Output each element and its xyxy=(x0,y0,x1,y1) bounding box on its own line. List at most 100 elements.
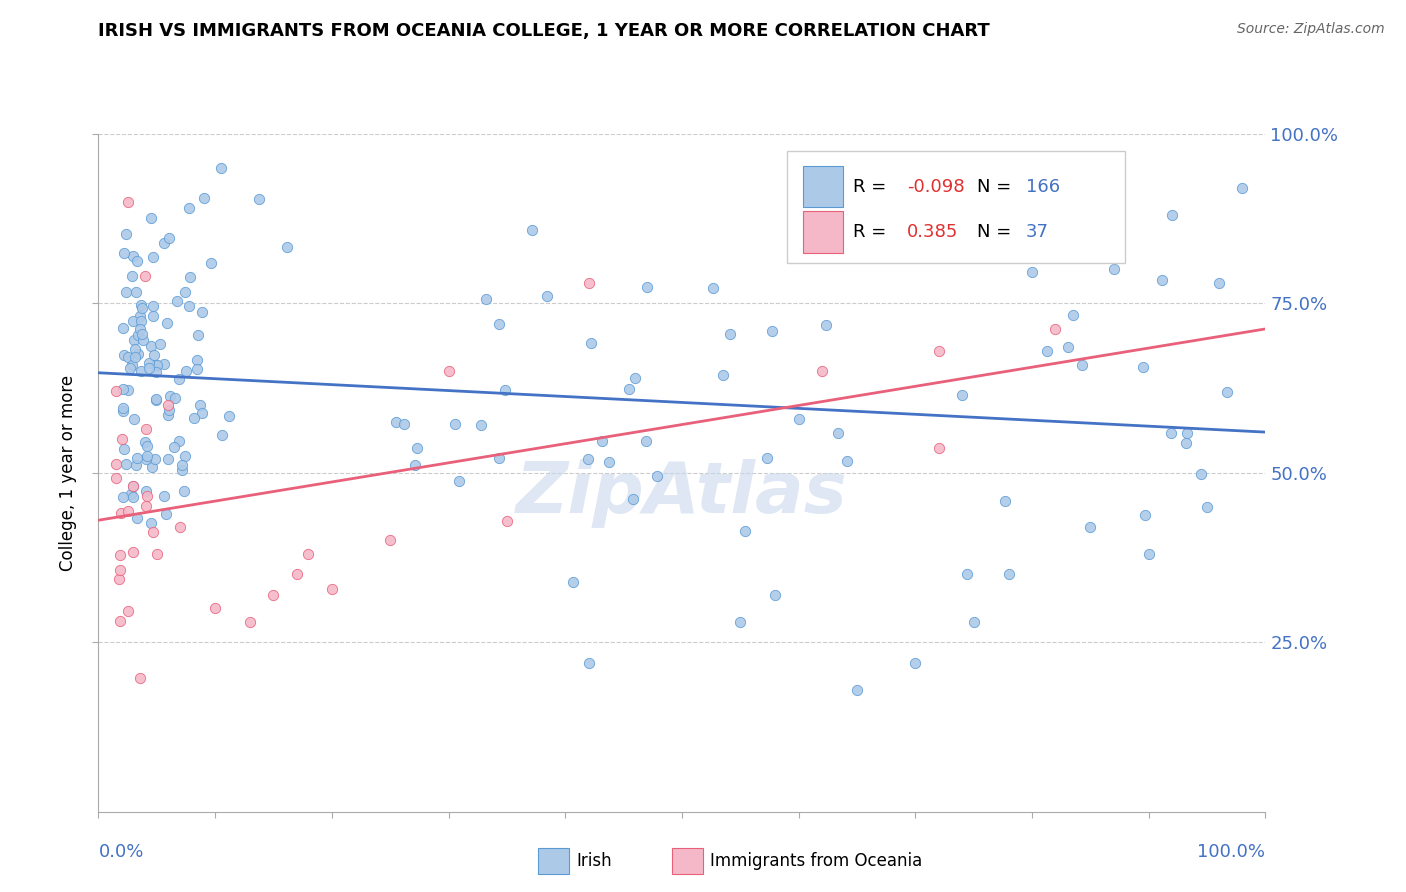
Point xyxy=(1137,547,1160,561)
Point xyxy=(645,469,668,483)
Point xyxy=(488,318,510,332)
Point xyxy=(141,460,163,475)
Point xyxy=(174,285,197,299)
Point xyxy=(132,333,155,347)
Point xyxy=(1135,508,1157,522)
Point xyxy=(153,489,176,503)
Point xyxy=(200,255,222,269)
Point xyxy=(218,409,240,423)
Point xyxy=(167,434,190,449)
Point xyxy=(121,359,143,373)
Point xyxy=(134,269,156,284)
Point xyxy=(112,321,135,335)
Point xyxy=(170,458,193,472)
Point xyxy=(1070,358,1092,372)
Point xyxy=(247,192,270,206)
Text: IRISH VS IMMIGRANTS FROM OCEANIA COLLEGE, 1 YEAR OR MORE CORRELATION CHART: IRISH VS IMMIGRANTS FROM OCEANIA COLLEGE… xyxy=(98,22,990,40)
Point xyxy=(756,450,779,465)
Point xyxy=(405,442,427,456)
Point xyxy=(170,462,193,476)
Point xyxy=(470,418,492,433)
Point xyxy=(1056,340,1078,354)
Point xyxy=(145,359,167,373)
Point xyxy=(127,254,149,268)
Point xyxy=(591,434,613,449)
Point xyxy=(187,327,209,342)
Point xyxy=(579,335,602,350)
Point xyxy=(111,490,134,504)
Point xyxy=(127,328,149,343)
Point xyxy=(188,398,211,412)
Point xyxy=(1045,322,1067,336)
Point xyxy=(111,401,134,415)
Point xyxy=(1021,265,1043,279)
Point xyxy=(165,391,187,405)
Point xyxy=(121,479,143,493)
Point xyxy=(814,318,837,333)
Point xyxy=(124,458,146,472)
Point xyxy=(149,337,172,351)
Point xyxy=(621,492,644,507)
Point xyxy=(120,486,142,500)
Point xyxy=(117,350,139,364)
Point xyxy=(637,280,659,294)
Point xyxy=(297,547,319,561)
Text: -0.098: -0.098 xyxy=(907,178,965,195)
Point xyxy=(115,457,138,471)
Point xyxy=(928,441,950,455)
Point xyxy=(111,432,134,446)
Point xyxy=(617,382,640,396)
Point xyxy=(994,493,1017,508)
Point xyxy=(598,455,620,469)
Point xyxy=(520,223,543,237)
Text: 0.385: 0.385 xyxy=(907,223,959,241)
Point xyxy=(122,479,145,493)
Point xyxy=(1189,467,1212,482)
Point xyxy=(174,449,197,463)
Point xyxy=(578,276,600,290)
Point xyxy=(950,388,973,402)
Point xyxy=(145,392,167,407)
Point xyxy=(734,524,756,538)
Point xyxy=(115,285,138,299)
Point xyxy=(437,364,460,378)
Point xyxy=(108,614,131,628)
Point xyxy=(142,250,165,264)
Point xyxy=(131,298,153,312)
Point xyxy=(112,246,135,260)
Point xyxy=(276,240,298,254)
Point xyxy=(145,365,167,379)
Point xyxy=(135,451,157,466)
Point xyxy=(139,211,162,225)
Point xyxy=(193,190,215,204)
FancyBboxPatch shape xyxy=(803,211,844,252)
Point xyxy=(129,310,152,324)
Point xyxy=(136,449,159,463)
Text: 166: 166 xyxy=(1026,178,1060,195)
Point xyxy=(494,383,516,397)
Point xyxy=(112,442,135,456)
Point xyxy=(138,356,160,370)
Point xyxy=(143,348,166,362)
Point xyxy=(117,194,139,209)
Text: 0.0%: 0.0% xyxy=(98,843,143,861)
Point xyxy=(634,434,657,448)
Text: 100.0%: 100.0% xyxy=(1198,843,1265,861)
Point xyxy=(153,236,176,251)
Text: 37: 37 xyxy=(1026,223,1049,241)
Point xyxy=(156,316,179,330)
Point xyxy=(128,671,150,685)
Point xyxy=(404,458,426,473)
Point xyxy=(167,371,190,385)
Point xyxy=(152,357,174,371)
Text: Immigrants from Oceania: Immigrants from Oceania xyxy=(710,852,922,870)
Point xyxy=(131,301,153,316)
Point xyxy=(122,545,145,559)
Point xyxy=(157,231,180,245)
Point xyxy=(169,520,191,534)
Point xyxy=(1160,426,1182,441)
Point xyxy=(177,299,200,313)
Text: Source: ZipAtlas.com: Source: ZipAtlas.com xyxy=(1237,22,1385,37)
Point xyxy=(928,343,950,358)
Point xyxy=(141,516,163,530)
